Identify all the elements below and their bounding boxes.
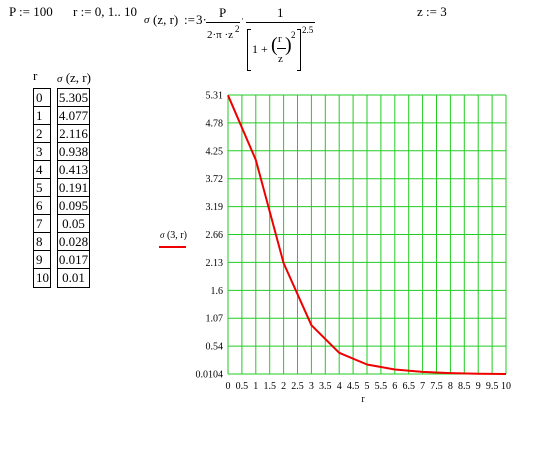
chart-legend-label: σ (3, r) [160, 230, 187, 241]
y-tick-label: 2.13 [206, 258, 224, 269]
def-r-range: r := 0, 1.. 10 [73, 4, 138, 19]
y-tick-label: 3.19 [206, 202, 224, 213]
y-tick-label: 2.66 [206, 230, 224, 241]
formula-outer-exp: 2.5 [302, 25, 314, 35]
formula-inner-exp: 2 [291, 30, 296, 40]
formula-one-plus: 1 + [252, 42, 268, 56]
r-values-table: 0 1 2 3 4 5 6 7 8 9 10 [33, 88, 51, 288]
table-cell-r-8: 8 [34, 233, 50, 251]
formula-numerator-one: 1 [277, 5, 284, 20]
y-tick-label: 4.78 [206, 118, 224, 129]
x-tick-label: 7 [420, 381, 425, 392]
table-cell-r-3: 3 [34, 143, 50, 161]
table-cell-r-10: 10 [36, 270, 49, 285]
y-tick-label: 5.31 [206, 91, 224, 102]
table-sigma-header-symbol: σ [57, 73, 63, 85]
chart-series [227, 94, 507, 375]
formula-assign: := [184, 12, 195, 27]
chart-legend-symbol: σ [160, 230, 165, 240]
x-tick-label: 9.5 [486, 381, 499, 392]
table-cell-r-1: 1 [34, 107, 50, 125]
x-tick-label: 6.5 [402, 381, 415, 392]
formula-sigma-symbol: σ [144, 14, 150, 26]
formula-coef: 3· [196, 12, 207, 27]
y-tick-label: 1.6 [211, 286, 224, 297]
x-tick-label: 3.5 [319, 381, 332, 392]
y-tick-label: 0.0104 [196, 370, 224, 381]
x-tick-label: 2 [281, 381, 286, 392]
x-tick-label: 1.5 [263, 381, 276, 392]
table-cell-r-7: 7 [34, 215, 50, 233]
x-tick-label: 3 [309, 381, 314, 392]
formula-paren-left: ( [271, 34, 278, 56]
y-tick-label: 3.72 [206, 174, 224, 185]
table-cell-sigma-9: 0.017 [58, 252, 89, 269]
formula-bracket-left [247, 29, 251, 71]
y-tick-label: 1.07 [206, 314, 224, 325]
x-tick-label: 1 [253, 381, 258, 392]
table-cell-r-9: 9 [34, 251, 50, 269]
def-z: z := 3 [417, 4, 447, 19]
formula-frac-z: z [278, 53, 283, 65]
def-p: P := 100 [9, 4, 53, 19]
table-cell-sigma-10: 0.01 [62, 270, 85, 285]
table-cell-r-4: 4 [34, 161, 50, 179]
series-line-sigma [227, 94, 507, 375]
table-cell-sigma-2: 2.116 [58, 126, 89, 143]
table-cell-sigma-4: 0.413 [58, 162, 89, 179]
table-cell-sigma-7: 0.05 [58, 215, 89, 233]
x-tick-label: 6 [392, 381, 397, 392]
table-sigma-header-args: (z, r) [65, 70, 91, 85]
formula-denominator-left-exp: 2 [235, 24, 240, 34]
formula-frac-r: r [278, 33, 282, 45]
table-cell-r-0: 0 [34, 89, 50, 107]
chart-grid [227, 94, 507, 375]
table-cell-sigma-3: 0.938 [58, 144, 89, 161]
x-tick-label: 7.5 [430, 381, 443, 392]
chart-x-ticks: 0 0.5 1 1.5 2 2.5 3 3.5 4 4.5 5 5.5 6 6.5 7 7.5 8 8.5 9 9.5… [226, 381, 512, 392]
chart-legend-args: (3, r) [166, 230, 187, 241]
table-cell-sigma-6: 0.095 [58, 198, 89, 215]
table-cell-sigma-5: 0.191 [58, 180, 89, 197]
x-tick-label: 2.5 [291, 381, 304, 392]
table-cell-sigma-0: 5.305 [58, 90, 89, 107]
table-sigma-header: σ (z, r) [57, 70, 91, 86]
chart-y-ticks: 5.31 4.78 4.25 3.72 3.19 2.66 2.13 1.6 1.07 0.54 0… [196, 91, 224, 381]
table-cell-r-6: 6 [34, 197, 50, 215]
x-tick-label: 4 [337, 381, 342, 392]
x-tick-label: 8 [448, 381, 453, 392]
formula-numerator-p: P [219, 5, 227, 20]
chart-x-axis-label: r [361, 394, 365, 405]
formula-dot: · [241, 14, 244, 24]
formula-denominator-left: 2·π ·z [207, 29, 234, 41]
formula-fraction-bar-3 [277, 48, 286, 49]
table-cell-r-2: 2 [34, 125, 50, 143]
formula-fraction-bar-2 [246, 22, 315, 23]
formula-lhs-args: (z, r) [153, 12, 179, 27]
y-tick-label: 0.54 [206, 342, 224, 353]
x-tick-label: 9 [476, 381, 481, 392]
table-r-header: r [33, 68, 38, 83]
x-tick-label: 0.5 [236, 381, 249, 392]
sigma-values-table: 5.305 4.077 2.116 0.938 0.413 0.191 0.09… [57, 88, 90, 288]
x-tick-label: 0 [226, 381, 231, 392]
x-tick-label: 8.5 [458, 381, 471, 392]
table-cell-sigma-1: 4.077 [58, 108, 89, 125]
formula-fraction-bar-1 [206, 22, 240, 23]
x-tick-label: 10 [501, 381, 511, 392]
x-tick-label: 5.5 [375, 381, 388, 392]
formula-paren-right: ) [285, 34, 292, 56]
chart-legend-swatch [159, 246, 186, 248]
x-tick-label: 5 [365, 381, 370, 392]
x-tick-label: 4.5 [347, 381, 360, 392]
table-cell-sigma-8: 0.028 [58, 234, 89, 251]
y-tick-label: 4.25 [206, 146, 224, 157]
formula-bracket-right [297, 29, 301, 71]
table-cell-r-5: 5 [34, 179, 50, 197]
